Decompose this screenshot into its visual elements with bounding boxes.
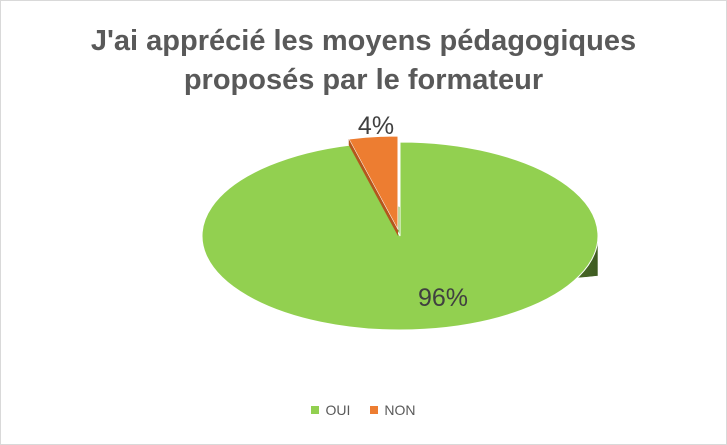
legend-item-oui: OUI [311, 402, 350, 418]
legend-swatch-oui [311, 406, 319, 414]
data-label-oui: 96% [418, 284, 468, 312]
legend: OUI NON [0, 402, 727, 418]
legend-swatch-non [370, 406, 378, 414]
legend-label-oui: OUI [325, 402, 350, 418]
slice-oui [202, 142, 598, 330]
legend-item-non: NON [370, 402, 415, 418]
legend-label-non: NON [384, 402, 415, 418]
data-label-non: 4% [358, 112, 394, 140]
